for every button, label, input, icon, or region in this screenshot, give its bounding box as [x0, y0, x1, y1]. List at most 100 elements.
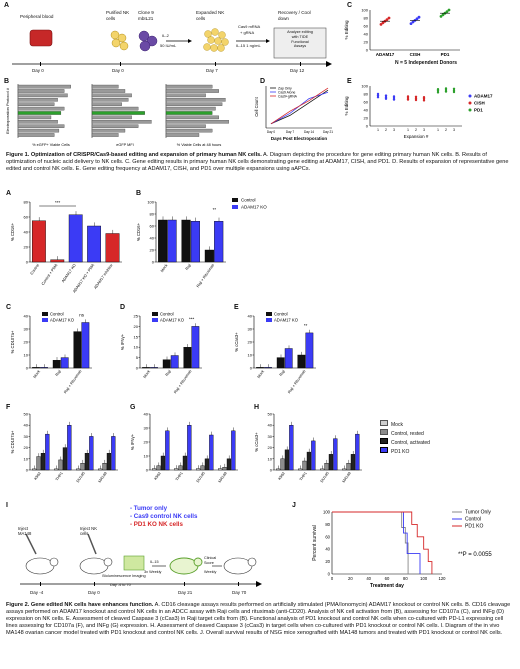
y-tick-label: 100	[147, 200, 154, 205]
y-tick-label: 40	[248, 314, 253, 319]
bar	[264, 367, 272, 369]
mouse-icon-2	[79, 557, 113, 575]
chart-2j: 100 80 60 40 20 00 20 40 60 80 100 120 Percent survi…	[312, 510, 492, 590]
b-bar	[17, 124, 65, 128]
b-bar	[91, 98, 129, 102]
bar	[68, 214, 83, 263]
bar	[306, 451, 311, 471]
i-clinical: Clinical Score	[204, 556, 217, 565]
panel-label-2e: E	[234, 304, 239, 311]
legend-label: PD1	[474, 108, 483, 113]
fig2-caption-title: Figure 2. Gene edited NK cells have enha…	[6, 602, 154, 608]
y-tick-label: 0	[26, 468, 29, 473]
x-tick-label: Mock	[33, 369, 42, 379]
panel-label-b: B	[4, 78, 10, 85]
bar	[62, 447, 67, 471]
y-tick-label: 30	[24, 327, 29, 332]
y-tick-label: 100	[323, 510, 331, 515]
x-tick-label: 1	[437, 128, 439, 132]
bar	[32, 468, 37, 471]
panel-label-2b: B	[136, 190, 142, 197]
bar	[174, 468, 179, 471]
y-tick-label: 20	[248, 340, 253, 345]
bar	[324, 463, 329, 471]
survival-curve	[332, 511, 421, 574]
y-tick-label: 60	[325, 534, 330, 539]
x-tick-label: Control	[30, 263, 40, 275]
bar	[319, 468, 325, 471]
x-axis-label: eGFP MFI	[116, 143, 133, 147]
panel-label-2g: G	[130, 404, 136, 411]
x-tick-label: ADAM17 KO + PMA	[72, 263, 95, 294]
survival-curve	[332, 511, 409, 574]
x-tick-label: Raji + Rituximab	[63, 369, 82, 394]
b-bar	[91, 128, 126, 133]
bar	[45, 433, 50, 471]
series-line	[270, 89, 329, 125]
i-day1: Day -4	[30, 590, 44, 595]
legend-label-control: Control	[241, 198, 256, 203]
legend-label-ko: ADAM17 KO	[50, 318, 75, 323]
arrow1-top: IL-2	[162, 33, 169, 38]
x-tick-label: K562	[277, 471, 285, 481]
b-bar	[17, 133, 55, 137]
purified-nk-cells-icon	[110, 30, 129, 51]
i-il15: IL-15	[150, 560, 159, 564]
analysis-box-text: Analyze editing with TIDE Functional Ass…	[276, 30, 324, 49]
y-tick-label: 20	[24, 245, 29, 250]
x-axis-label: Days Post Electroporation	[271, 136, 328, 141]
bar	[333, 438, 338, 471]
bar	[165, 430, 170, 471]
x-tick-label: 2	[445, 128, 447, 132]
bar	[32, 220, 46, 263]
y-tick-label: 0	[250, 366, 253, 371]
x-tick-label: ADAM17 KO	[61, 263, 77, 283]
x-tick-label: 2	[415, 128, 417, 132]
data-point	[447, 8, 451, 12]
x-axis-label: Expansion #	[404, 134, 429, 139]
x-tick-label: Day 0	[267, 130, 276, 134]
bar	[52, 360, 61, 369]
step-expanded-nk: Expanded NK cells	[196, 10, 225, 21]
data-point	[379, 23, 383, 26]
x-tick-label: 120	[439, 576, 447, 581]
bar	[190, 221, 200, 263]
legend-swatch-ko	[232, 205, 238, 209]
data-point	[392, 95, 396, 98]
i-day2: Day 0	[88, 590, 100, 595]
day-label-4: Day 12	[290, 68, 305, 73]
y-tick-label: 40	[268, 423, 273, 428]
fig2-caption: Figure 2. Gene edited NK cells have enha…	[6, 602, 516, 637]
i-clinical-sub: Weekly	[204, 570, 217, 574]
bar	[280, 458, 285, 471]
y-tick-label: 20	[364, 40, 369, 45]
x-axis-label: % eGFP+ Viable Cells	[32, 143, 70, 147]
i-legend-pd1: - PD1 KO NK cells	[130, 521, 183, 528]
step-recovery: Recovery / Cool down	[278, 10, 311, 21]
y-axis-label: % Editing	[344, 96, 349, 116]
bar	[105, 233, 120, 263]
y-tick-label: 50	[268, 412, 273, 417]
data-point	[445, 10, 449, 13]
y-axis-label: % IFNγ+	[120, 333, 125, 350]
b-bar	[17, 84, 71, 89]
i-day4: Day 70	[232, 590, 247, 595]
y-axis-label: % cCas3+	[234, 332, 239, 352]
legend-label-control: Control	[160, 312, 174, 317]
i-bli-days: Day -4 to 70	[110, 583, 131, 587]
bar	[36, 456, 41, 471]
bar	[84, 453, 89, 471]
x-tick-label: Raji	[185, 263, 192, 271]
x-tick-label: MA148	[98, 471, 108, 483]
bar	[178, 465, 183, 471]
x-tick-label: K562	[33, 471, 41, 481]
bar	[89, 436, 94, 471]
data-point	[436, 88, 440, 91]
legend-swatch	[468, 94, 472, 98]
timeline-markers	[40, 62, 301, 66]
y-tick-label: 100	[361, 84, 368, 89]
legend-label-ko: ADAM17 KO	[241, 205, 267, 210]
sig-label: ***	[55, 200, 61, 205]
